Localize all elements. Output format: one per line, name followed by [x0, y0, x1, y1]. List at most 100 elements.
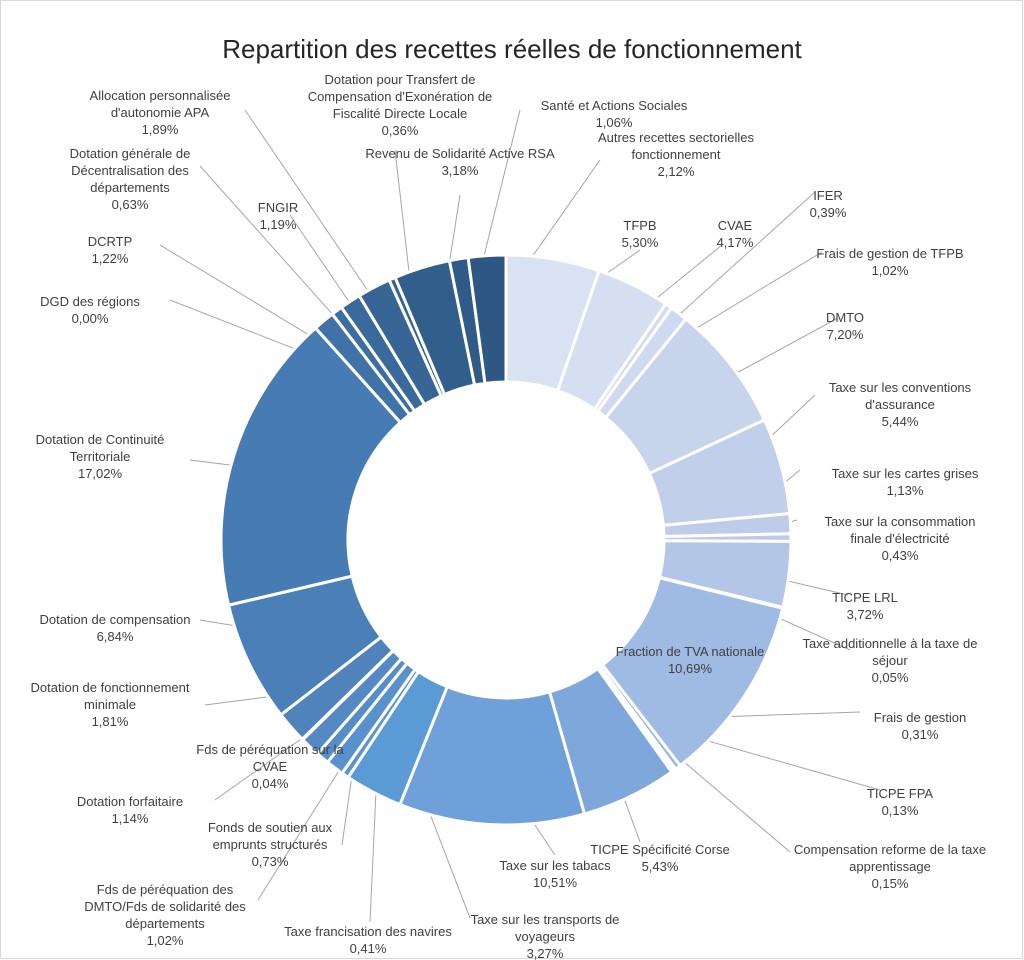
slice-label: TICPE FPA: [867, 786, 934, 801]
slice-label: DMTO: [826, 310, 864, 325]
label-line: Taxe sur la consommation: [824, 514, 975, 529]
value-label: 6,84%: [97, 629, 134, 644]
label-line: Fraction de TVA nationale: [616, 644, 764, 659]
label-line: TICPE FPA: [867, 786, 934, 801]
value-label: 5,30%: [622, 235, 659, 250]
value-label: 1,89%: [142, 122, 179, 137]
label-line: Compensation d'Exonération de: [308, 89, 493, 104]
label-line: TICPE LRL: [832, 590, 898, 605]
label-line: minimale: [84, 697, 136, 712]
label-line: départements: [90, 180, 170, 195]
slice-label: Taxe francisation des navires: [284, 924, 452, 939]
slice: [219, 325, 403, 607]
label-line: Dotation de Continuité: [36, 432, 165, 447]
slice-label: FNGIR: [258, 200, 298, 215]
slice-label: CVAE: [718, 218, 753, 233]
slice-label: Taxe sur les transports de voyageurs: [471, 912, 620, 944]
label-line: Territoriale: [70, 449, 131, 464]
label-line: finale d'électricité: [850, 531, 949, 546]
slice-label: DGD des régions: [40, 294, 140, 309]
value-label: 1,19%: [260, 217, 297, 232]
value-label: 2,12%: [658, 164, 695, 179]
value-label: 0,39%: [810, 205, 847, 220]
value-label: 0,13%: [882, 803, 919, 818]
label-line: DGD des régions: [40, 294, 140, 309]
value-label: 1,13%: [887, 483, 924, 498]
label-line: Fonds de soutien aux: [208, 820, 333, 835]
value-label: 3,18%: [442, 163, 479, 178]
value-label: 17,02%: [78, 466, 123, 481]
slice-label: Fds de péréquation des DMTO/Fds de solida…: [84, 882, 246, 931]
label-line: Dotation générale de: [70, 146, 191, 161]
label-line: fonctionnement: [632, 147, 721, 162]
label-line: Fds de péréquation des: [97, 882, 234, 897]
value-label: 7,20%: [827, 327, 864, 342]
slice-label: Compensation reforme de la taxe apprentis…: [794, 842, 986, 874]
value-label: 5,44%: [882, 414, 919, 429]
slice-label: Frais de gestion de TFPB: [816, 246, 963, 261]
label-line: IFER: [813, 188, 843, 203]
value-label: 0,43%: [882, 548, 919, 563]
value-label: 1,14%: [112, 811, 149, 826]
value-label: 0,73%: [252, 854, 289, 869]
slice-label: TICPE Spécificité Corse: [590, 842, 729, 857]
label-line: apprentissage: [849, 859, 931, 874]
slice-label: Taxe sur les cartes grises: [832, 466, 979, 481]
label-line: Frais de gestion de TFPB: [816, 246, 963, 261]
slice-label: Taxe sur la consommation finale d'électri…: [824, 514, 975, 546]
labels: TFPB 5,30% CVAE 4,17% IFER 0,39% Frais de gest…: [31, 72, 987, 960]
slice-label: IFER: [813, 188, 843, 203]
label-line: CVAE: [253, 759, 288, 774]
label-line: TICPE Spécificité Corse: [590, 842, 729, 857]
label-line: Dotation pour Transfert de: [324, 72, 475, 87]
label-line: DMTO: [826, 310, 864, 325]
label-line: Dotation de fonctionnement: [31, 680, 190, 695]
slice-label: Dotation forfaitaire: [77, 794, 183, 809]
value-label: 10,51%: [533, 875, 578, 890]
slice-label: Autres recettes sectorielles fonctionneme…: [598, 130, 755, 162]
slice-label: Fds de péréquation sur la CVAE: [196, 742, 344, 774]
value-label: 0,00%: [72, 311, 109, 326]
label-line: départements: [125, 916, 205, 931]
label-line: Taxe sur les cartes grises: [832, 466, 979, 481]
slice-label: Taxe additionnelle à la taxe de séjour: [803, 636, 978, 668]
value-label: 1,06%: [596, 115, 633, 130]
label-line: Compensation reforme de la taxe: [794, 842, 986, 857]
slice-label: DCRTP: [88, 234, 133, 249]
value-label: 1,02%: [147, 933, 184, 948]
label-line: Allocation personnalisée: [90, 88, 231, 103]
label-line: Taxe sur les tabacs: [499, 858, 611, 873]
label-line: Taxe additionnelle à la taxe de: [803, 636, 978, 651]
value-label: 0,04%: [252, 776, 289, 791]
value-label: 1,81%: [92, 714, 129, 729]
label-line: Taxe sur les conventions: [829, 380, 972, 395]
value-label: 1,22%: [92, 251, 129, 266]
slice: [466, 253, 508, 386]
label-line: Fds de péréquation sur la: [196, 742, 344, 757]
label-line: FNGIR: [258, 200, 298, 215]
slice-label: Frais de gestion: [874, 710, 967, 725]
value-label: 3,27%: [527, 946, 564, 960]
slice-label: Taxe sur les conventions d'assurance: [829, 380, 972, 412]
value-label: 0,15%: [872, 876, 909, 891]
value-label: 0,31%: [902, 727, 939, 742]
label-line: voyageurs: [515, 929, 575, 944]
slice-label: Taxe sur les tabacs: [499, 858, 611, 873]
label-line: emprunts structurés: [213, 837, 328, 852]
value-label: 1,02%: [872, 263, 909, 278]
label-line: Décentralisation des: [71, 163, 189, 178]
slice-label: Dotation de compensation: [39, 612, 190, 627]
slice-label: Dotation pour Transfert de Compensation d…: [308, 72, 493, 121]
label-line: Taxe sur les transports de: [471, 912, 620, 927]
label-line: Fiscalité Directe Locale: [333, 106, 467, 121]
label-line: Revenu de Solidarité Active RSA: [365, 146, 555, 161]
value-label: 0,63%: [112, 197, 149, 212]
slice-label: Dotation de Continuité Territoriale: [36, 432, 165, 464]
label-line: d'autonomie APA: [111, 105, 210, 120]
slice-label: Revenu de Solidarité Active RSA: [365, 146, 555, 161]
value-label: 0,41%: [350, 941, 387, 956]
label-line: Taxe francisation des navires: [284, 924, 452, 939]
label-line: DMTO/Fds de solidarité des: [84, 899, 246, 914]
label-line: Frais de gestion: [874, 710, 967, 725]
